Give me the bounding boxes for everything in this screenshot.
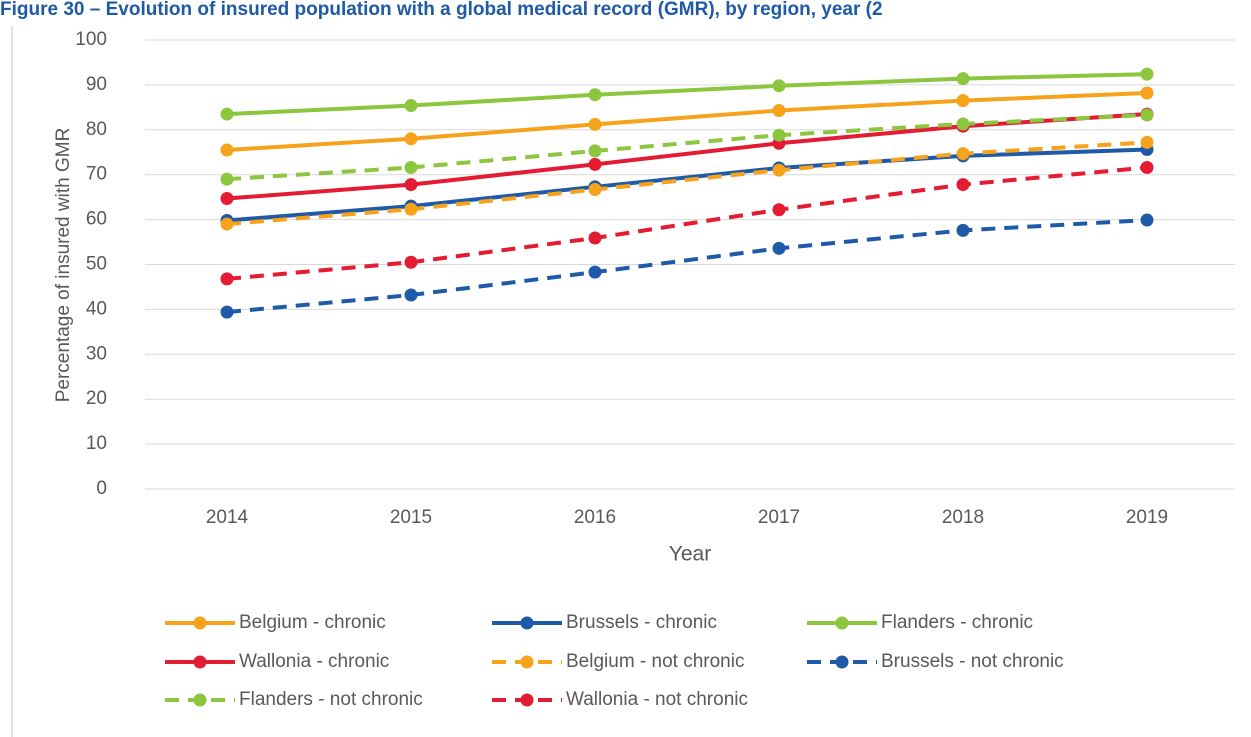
marker bbox=[956, 178, 970, 192]
marker bbox=[1140, 67, 1154, 81]
series-line bbox=[226, 147, 1148, 223]
y-axis-label: Percentage of insured with GMR bbox=[53, 128, 74, 403]
legend-label: Flanders - not chronic bbox=[239, 689, 423, 710]
x-tick-label: 2014 bbox=[206, 507, 249, 528]
y-tick-label: 80 bbox=[86, 119, 107, 140]
marker bbox=[956, 72, 970, 86]
legend-marker bbox=[520, 693, 534, 707]
marker bbox=[220, 107, 234, 121]
legend-label: Brussels - not chronic bbox=[881, 651, 1064, 672]
legend-label: Flanders - chronic bbox=[881, 612, 1033, 633]
legend-label: Wallonia - not chronic bbox=[566, 689, 748, 710]
marker bbox=[220, 143, 234, 157]
marker bbox=[956, 117, 970, 131]
marker bbox=[220, 191, 234, 205]
marker bbox=[956, 147, 970, 161]
marker bbox=[588, 265, 602, 279]
legend-label: Belgium - not chronic bbox=[566, 651, 744, 672]
x-tick-label: 2015 bbox=[390, 507, 432, 528]
marker bbox=[404, 255, 418, 269]
marker bbox=[404, 178, 418, 192]
y-tick-label: 10 bbox=[86, 433, 107, 454]
y-tick-label: 90 bbox=[86, 74, 107, 95]
legend-label: Brussels - chronic bbox=[566, 612, 717, 633]
legend-marker bbox=[193, 616, 207, 630]
series-line bbox=[226, 218, 1148, 315]
series-line bbox=[226, 90, 1148, 153]
marker bbox=[220, 305, 234, 319]
marker bbox=[588, 231, 602, 245]
marker bbox=[772, 128, 786, 142]
x-tick-label: 2019 bbox=[1126, 507, 1168, 528]
y-tick-label: 20 bbox=[86, 388, 107, 409]
legend-marker bbox=[193, 693, 207, 707]
marker bbox=[1140, 86, 1154, 100]
marker bbox=[1140, 108, 1154, 122]
marker bbox=[772, 79, 786, 93]
series-line bbox=[226, 72, 1148, 117]
marker bbox=[404, 288, 418, 302]
x-tick-label: 2017 bbox=[758, 507, 800, 528]
y-tick-label: 30 bbox=[86, 343, 107, 364]
series-line bbox=[226, 165, 1148, 281]
marker bbox=[588, 157, 602, 171]
marker bbox=[588, 183, 602, 197]
marker bbox=[220, 217, 234, 231]
legend-marker bbox=[835, 655, 849, 669]
x-tick-label: 2018 bbox=[942, 507, 984, 528]
legend-label: Wallonia - chronic bbox=[239, 651, 389, 672]
marker bbox=[956, 94, 970, 108]
marker bbox=[772, 203, 786, 217]
series-line bbox=[226, 112, 1148, 201]
y-tick-label: 0 bbox=[96, 478, 107, 499]
marker bbox=[220, 172, 234, 186]
legend-marker bbox=[520, 616, 534, 630]
marker bbox=[1140, 135, 1154, 149]
marker bbox=[772, 163, 786, 177]
y-tick-label: 40 bbox=[86, 298, 107, 319]
marker bbox=[1140, 213, 1154, 227]
y-tick-label: 50 bbox=[86, 254, 107, 275]
x-tick-label: 2016 bbox=[574, 507, 616, 528]
y-tick-label: 100 bbox=[75, 29, 107, 50]
marker bbox=[404, 99, 418, 113]
marker bbox=[404, 132, 418, 146]
chart-title: Figure 30 – Evolution of insured populat… bbox=[0, 0, 883, 20]
y-tick-label: 70 bbox=[86, 164, 107, 185]
series-line bbox=[226, 112, 1148, 182]
marker bbox=[404, 202, 418, 216]
marker bbox=[588, 144, 602, 158]
marker bbox=[1140, 161, 1154, 175]
marker bbox=[220, 272, 234, 286]
marker bbox=[956, 223, 970, 237]
marker bbox=[772, 241, 786, 255]
marker bbox=[772, 103, 786, 117]
legend-marker bbox=[520, 655, 534, 669]
legend-marker bbox=[193, 655, 207, 669]
series-line bbox=[226, 140, 1148, 227]
y-tick-label: 60 bbox=[86, 209, 107, 230]
marker bbox=[404, 161, 418, 175]
marker bbox=[588, 117, 602, 131]
marker bbox=[588, 88, 602, 102]
legend-marker bbox=[835, 616, 849, 630]
x-axis-label: Year bbox=[669, 543, 711, 566]
legend-label: Belgium - chronic bbox=[239, 612, 386, 633]
